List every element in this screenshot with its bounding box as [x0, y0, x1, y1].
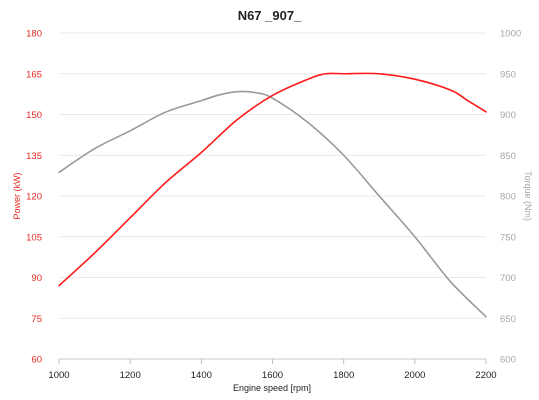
right-axis-label: Torque (Nm) — [523, 171, 533, 221]
left-tick-label: 60 — [31, 355, 42, 366]
right-axis-ticks: 600 650 700 750 800 850 900 950 1000 — [500, 29, 521, 366]
power-series-line — [58, 72, 487, 287]
right-tick-label: 1000 — [500, 29, 521, 40]
right-tick-label: 650 — [500, 314, 516, 325]
left-axis-ticks: 60 75 90 105 120 135 150 165 180 — [26, 29, 42, 366]
left-tick-label: 165 — [26, 69, 42, 80]
x-tick-label: 2000 — [404, 370, 425, 381]
right-tick-label: 700 — [500, 273, 516, 284]
right-tick-label: 900 — [500, 110, 516, 121]
series-layer — [58, 72, 487, 318]
x-tick-label: 1000 — [48, 370, 69, 381]
x-tick-label: 1200 — [120, 370, 141, 381]
right-tick-label: 950 — [500, 69, 516, 80]
grid-layer — [59, 32, 486, 360]
x-tick-label: 1600 — [262, 370, 283, 381]
left-tick-label: 75 — [31, 314, 42, 325]
left-axis-label: Power (kW) — [12, 172, 22, 219]
x-tick-label: 2200 — [475, 370, 496, 381]
chart-title: N67 _907_ — [238, 8, 302, 23]
right-tick-label: 600 — [500, 355, 516, 366]
left-tick-label: 180 — [26, 29, 42, 40]
left-tick-label: 135 — [26, 151, 42, 162]
left-tick-label: 105 — [26, 232, 42, 243]
right-tick-label: 750 — [500, 232, 516, 243]
left-tick-label: 150 — [26, 110, 42, 121]
x-tick-label: 1400 — [191, 370, 212, 381]
left-tick-label: 90 — [31, 273, 42, 284]
right-tick-label: 850 — [500, 151, 516, 162]
x-axis-ticks: 1000 1200 1400 1600 1800 2000 2200 — [48, 359, 497, 381]
left-tick-label: 120 — [26, 192, 42, 203]
x-axis-label: Engine speed [rpm] — [233, 383, 311, 393]
torque-series-line — [58, 90, 487, 318]
x-tick-label: 1800 — [333, 370, 354, 381]
right-tick-label: 800 — [500, 192, 516, 203]
